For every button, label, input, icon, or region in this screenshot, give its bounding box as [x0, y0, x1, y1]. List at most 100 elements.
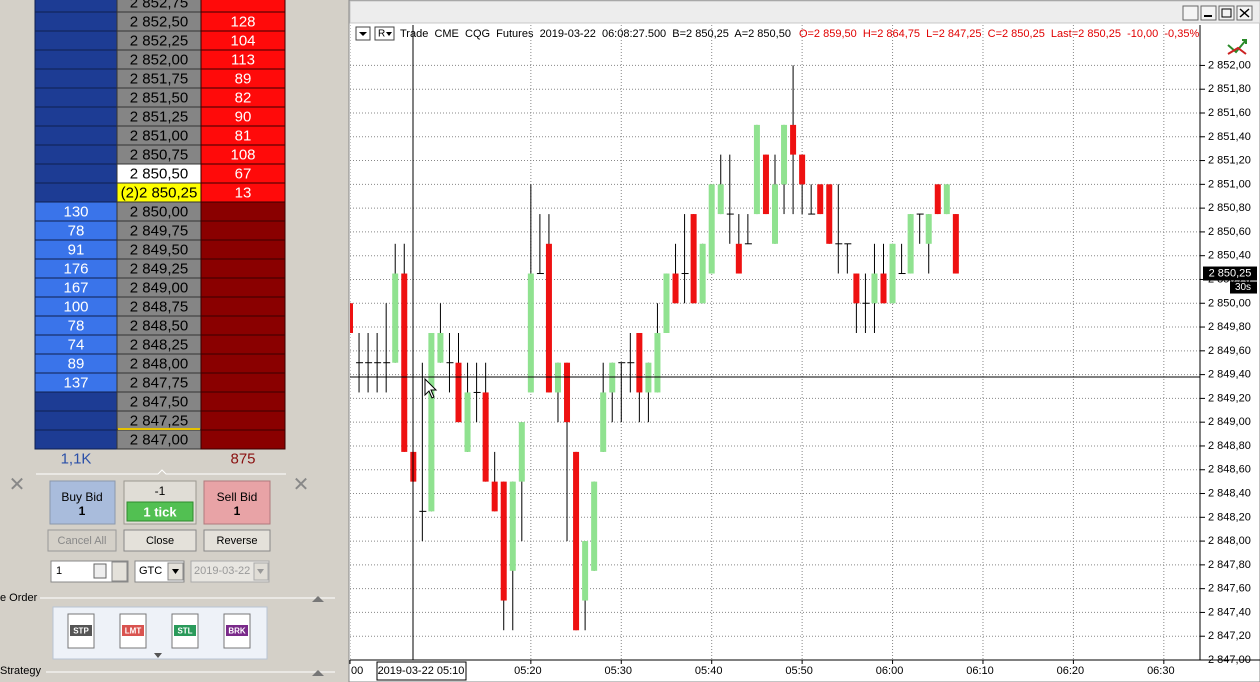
- range-button[interactable]: [374, 26, 395, 41]
- ask-cell: [200, 277, 286, 298]
- y-tick-label: 2 852,00: [1208, 59, 1251, 71]
- bid-size: 74: [68, 337, 85, 354]
- cancel-all-button[interactable]: [47, 529, 117, 552]
- collapse[interactable]: [312, 670, 324, 676]
- title-bar: [349, 0, 1260, 24]
- candle-body: [527, 273, 534, 393]
- y-tick-label: 2 849,40: [1208, 369, 1251, 381]
- price: 2 847,00: [130, 432, 188, 449]
- reverse-button[interactable]: [203, 529, 271, 552]
- y-tick-label: 2 850,60: [1208, 226, 1251, 238]
- bid-size: 89: [68, 356, 85, 373]
- price: 2 848,25: [130, 337, 188, 354]
- sell-button[interactable]: [203, 480, 271, 525]
- close-x[interactable]: ✕: [9, 474, 26, 496]
- x-tick-label: 05:30: [605, 665, 633, 677]
- price: 2 849,00: [130, 280, 188, 297]
- y-tick-label: 2 847,20: [1208, 630, 1251, 642]
- candle-body: [564, 362, 571, 423]
- date-select: [190, 560, 270, 583]
- bid-cell: [34, 391, 118, 412]
- candle-body: [772, 184, 778, 244]
- candle-body: [428, 332, 435, 512]
- y-tick-label: 2 850,40: [1208, 250, 1251, 262]
- tick-button[interactable]: [126, 501, 194, 522]
- price: 2 852,50: [130, 14, 188, 31]
- collapse[interactable]: [312, 596, 324, 602]
- y-tick-label: 2 850,00: [1208, 297, 1251, 309]
- total-ask: 875: [230, 451, 255, 468]
- bid-size: 130: [63, 204, 88, 221]
- ask-cell: [200, 429, 286, 450]
- ask-cell: [200, 239, 286, 260]
- y-tick-label: 2 847,80: [1208, 559, 1251, 571]
- ask-cell: [200, 315, 286, 336]
- candle-body: [934, 184, 941, 215]
- trend-icon[interactable]: [1227, 39, 1247, 54]
- bid-cell: [34, 0, 118, 13]
- y-tick-label: 2 851,80: [1208, 83, 1251, 95]
- minimize-button[interactable]: [1200, 5, 1217, 21]
- ask-size: 81: [235, 128, 252, 145]
- expand[interactable]: [154, 653, 162, 658]
- bid-cell: [34, 49, 118, 70]
- candle-body: [663, 273, 670, 333]
- y-tick-label: 2 848,00: [1208, 535, 1251, 547]
- x-tick-label: 06:30: [1147, 665, 1175, 677]
- ask-size: 113: [231, 52, 255, 69]
- y-tick-label: 2 849,60: [1208, 345, 1251, 357]
- price: 2 852,25: [130, 33, 188, 50]
- tick-label: 1 tick: [143, 505, 177, 520]
- ask-size: 108: [230, 147, 255, 164]
- chart-window: [348, 0, 1260, 682]
- candle-body: [717, 184, 724, 215]
- close-x[interactable]: ✕: [293, 474, 310, 496]
- date: 2019-03-22: [194, 565, 250, 577]
- restore-button[interactable]: [1182, 5, 1199, 21]
- bid-cell: [34, 410, 118, 431]
- icon-band: [70, 625, 92, 636]
- plot-area: [350, 25, 1200, 660]
- x-tick-label: 00: [351, 665, 363, 677]
- bid-cell: [34, 182, 118, 203]
- price: 2 850,00: [130, 204, 188, 221]
- price: 2 852,75: [130, 0, 188, 12]
- x-tick-label: 05:20: [514, 665, 542, 677]
- y-tick-label: 2 849,00: [1208, 416, 1251, 428]
- candle-body: [762, 154, 769, 215]
- candle-body: [392, 273, 399, 363]
- ask-size: 67: [235, 166, 252, 183]
- candle-body: [907, 214, 914, 274]
- calc-icon[interactable]: [93, 563, 107, 579]
- candle-body: [699, 243, 706, 304]
- y-tick-label: 2 848,80: [1208, 440, 1251, 452]
- section-title: e Order: [0, 592, 38, 604]
- order-type-label: STP: [73, 627, 89, 636]
- price: (2)2 850,25: [121, 185, 198, 202]
- window-buttons: [1182, 5, 1253, 21]
- order-panel: ✕ ✕ Buy Bid 1 -1 1 tick Sell Bid 1 Cance…: [0, 469, 335, 677]
- arrow: [359, 32, 367, 36]
- candle-body: [545, 243, 552, 393]
- qty-input[interactable]: [50, 560, 129, 583]
- maximize-button[interactable]: [1218, 5, 1235, 21]
- trend-icon[interactable]: [1227, 46, 1247, 55]
- x-axis-labels: 00 05:20 05:30 05:40 05:50 06:00 06:10 06:20 06:…: [351, 665, 1175, 677]
- close-button[interactable]: [123, 529, 197, 552]
- candle-body: [509, 481, 516, 571]
- candle-body: [672, 273, 679, 304]
- price: 2 847,25: [130, 413, 188, 430]
- buy-label: Buy Bid: [61, 490, 102, 504]
- price: 2 849,25: [130, 261, 188, 278]
- bid-cell: [34, 11, 118, 32]
- candle-body: [753, 124, 760, 215]
- candle-body: [735, 243, 742, 274]
- ask-cell: [200, 372, 286, 393]
- candle-body: [871, 273, 878, 304]
- buy-button[interactable]: [49, 480, 116, 525]
- candle-body: [952, 214, 959, 274]
- spinner[interactable]: [111, 561, 128, 582]
- candle-body: [401, 273, 408, 452]
- price: 2 848,00: [130, 356, 188, 373]
- offset: -1: [155, 484, 166, 498]
